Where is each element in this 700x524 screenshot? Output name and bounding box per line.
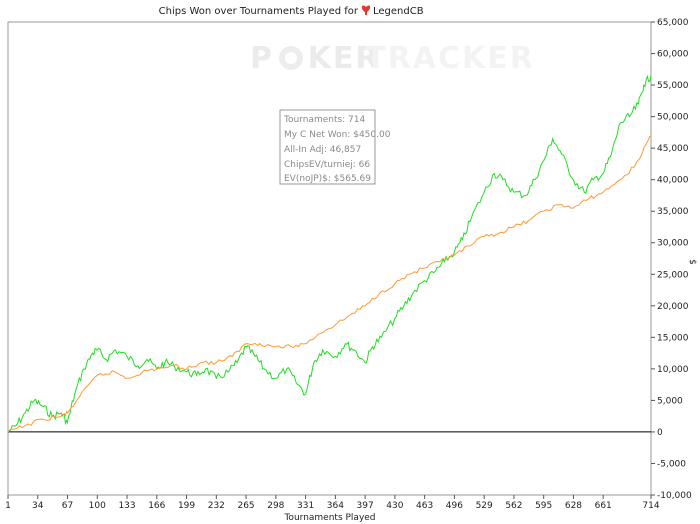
x-tick-label: 133 (118, 501, 135, 511)
y-tick-label: 40,000 (657, 176, 689, 186)
x-tick-label: 100 (89, 501, 106, 511)
y-tick-label: 45,000 (657, 144, 689, 154)
y-tick-label: 20,000 (657, 302, 689, 312)
x-tick-label: 199 (178, 501, 195, 511)
x-tick-label: 67 (62, 501, 73, 511)
pokertracker-watermark: P KER TRACKER (250, 41, 535, 76)
x-tick-label: 331 (297, 501, 314, 511)
y-tick-label: 60,000 (657, 50, 689, 60)
watermark-poker: P (250, 41, 274, 76)
y-tick-label: 30,000 (657, 239, 689, 249)
player-name: LegendCB (373, 6, 424, 17)
series-line (7, 135, 652, 433)
x-tick-label: 166 (148, 501, 165, 511)
x-tick-label: 529 (476, 501, 493, 511)
watermark-tracker: TRACKER (365, 41, 535, 76)
x-tick-label: 298 (267, 501, 284, 511)
y-tick-label: 10,000 (657, 365, 689, 375)
plot-area (7, 21, 652, 496)
y-tick-label: 25,000 (657, 270, 689, 280)
x-tick-label: 232 (208, 501, 225, 511)
y-tick-label: 5,000 (657, 396, 683, 406)
x-tick-label: 430 (386, 501, 403, 511)
x-tick-label: 661 (595, 501, 612, 511)
x-tick-label: 496 (446, 501, 463, 511)
tooltip-line: My C Net Won: $450.00 (284, 130, 391, 140)
x-tick-label: 595 (535, 501, 552, 511)
series-line (7, 74, 652, 433)
tooltip-box (279, 109, 376, 185)
y-axis-label: $ (687, 259, 697, 265)
x-tick-label: 265 (237, 501, 254, 511)
x-tick-label: 562 (505, 501, 522, 511)
x-tick-label: 34 (32, 501, 44, 511)
y-tick-label: 15,000 (657, 333, 689, 343)
x-tick-label: 397 (357, 501, 374, 511)
player-icon (361, 5, 371, 15)
tooltip-line: Tournaments: 714 (283, 115, 366, 125)
x-tick-label: 628 (565, 501, 582, 511)
x-tick-label: 714 (642, 501, 659, 511)
y-tick-label: 65,000 (657, 18, 689, 28)
y-tick-label: 0 (657, 428, 663, 438)
stats-tooltip: Tournaments: 714 My C Net Won: $450.00 A… (279, 109, 391, 185)
tooltip-line: All-In Adj: 46,857 (284, 145, 361, 155)
x-tick-label: 364 (327, 501, 344, 511)
y-tick-label: 55,000 (657, 81, 689, 91)
y-tick-label: -10,000 (657, 491, 692, 501)
tooltip-line: EV(noJP)$: $565.69 (284, 174, 371, 184)
x-tick-label: 1 (5, 501, 11, 511)
y-tick-label: -5,000 (657, 459, 686, 469)
tooltip-line: ChipsEV/turniej: 66 (284, 160, 370, 170)
watermark-ker: KER (308, 41, 381, 76)
x-axis-label: Tournaments Played (283, 513, 375, 523)
y-tick-label: 50,000 (657, 113, 689, 123)
y-tick-label: 35,000 (657, 207, 689, 217)
x-tick-label: 463 (416, 501, 433, 511)
chip-icon (279, 46, 303, 70)
chart-title: Chips Won over Tournaments Played for (159, 6, 359, 17)
